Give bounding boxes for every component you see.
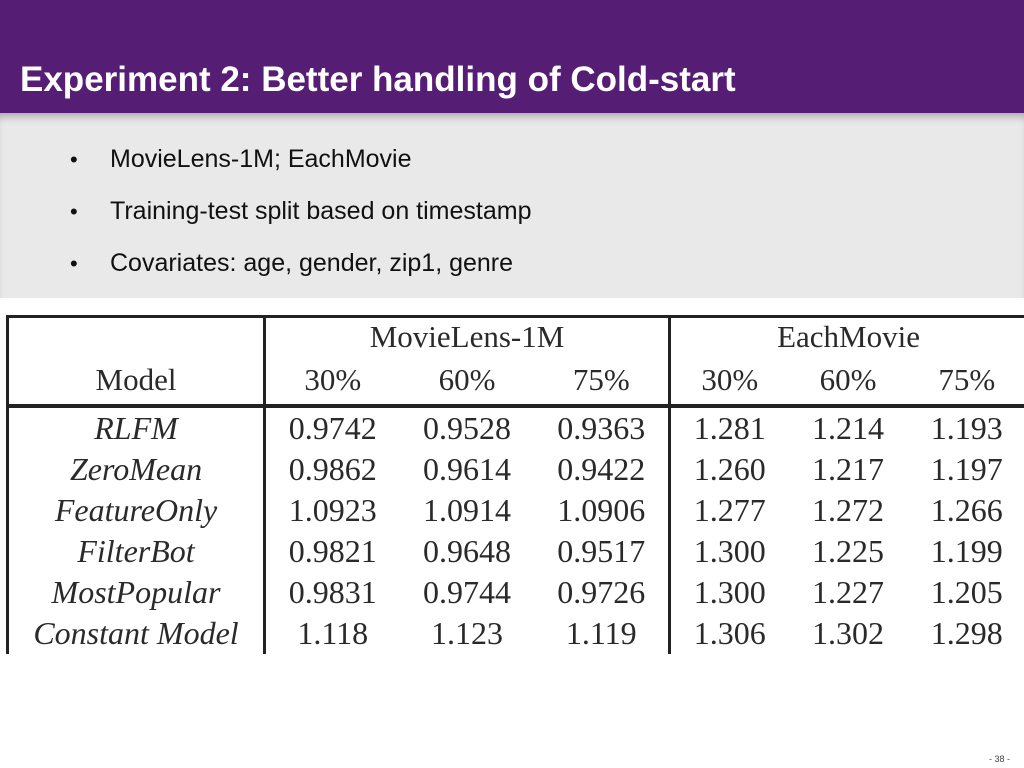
value-cell: 0.9744 bbox=[423, 574, 511, 610]
value-cell: 1.266 bbox=[907, 490, 1024, 531]
model-name-cell: ZeroMean bbox=[6, 449, 266, 490]
value-cell: 0.9726 bbox=[534, 572, 672, 613]
model-name-cell: FeatureOnly bbox=[6, 490, 266, 531]
value-cell: 1.300 bbox=[693, 533, 766, 569]
model-name-cell: FilterBot bbox=[6, 531, 266, 572]
table-row: ZeroMean 0.9862 0.9614 0.9422 1.260 1.21… bbox=[6, 449, 1024, 490]
table-row: FeatureOnly 1.0923 1.0914 1.0906 1.277 1… bbox=[6, 490, 1024, 531]
split-header: 75% bbox=[534, 356, 672, 408]
model-name-cell: Constant Model bbox=[6, 613, 266, 654]
split-header: 60% bbox=[788, 356, 908, 408]
split-header: 30% bbox=[264, 356, 400, 408]
group-header-movielens: MovieLens-1M bbox=[264, 315, 672, 356]
value-cell: 1.205 bbox=[907, 572, 1024, 613]
bullet-text: Training-test split based on timestamp bbox=[110, 197, 532, 225]
bullet-dot-icon: • bbox=[70, 199, 78, 224]
value-cell: 0.9742 bbox=[288, 410, 377, 446]
value-cell: 1.0906 bbox=[534, 490, 672, 531]
value-cell: 1.217 bbox=[812, 451, 885, 487]
slide-number: - 38 - bbox=[988, 754, 1010, 764]
group-header-eachmovie: EachMovie bbox=[669, 315, 1024, 356]
split-header: 75% bbox=[907, 356, 1024, 408]
value-cell: 1.281 bbox=[693, 410, 766, 446]
value-cell: 1.306 bbox=[693, 615, 766, 651]
table-row: RLFM 0.9742 0.9528 0.9363 1.281 1.214 1.… bbox=[6, 406, 1024, 449]
bullet-dot-icon: • bbox=[70, 251, 78, 276]
table-split-header-row: Model 30% 60% 75% 30% 60% 75% bbox=[6, 356, 1024, 408]
value-cell: 0.9648 bbox=[423, 533, 511, 569]
value-cell: 1.227 bbox=[812, 574, 885, 610]
model-column-header: Model bbox=[6, 356, 266, 408]
value-cell: 0.9862 bbox=[288, 451, 377, 487]
value-cell: 0.9528 bbox=[423, 410, 511, 446]
value-cell: 1.197 bbox=[907, 449, 1024, 490]
value-cell: 0.9821 bbox=[288, 533, 377, 569]
value-cell: 1.302 bbox=[812, 615, 885, 651]
split-header: 60% bbox=[399, 356, 535, 408]
value-cell: 1.118 bbox=[297, 615, 369, 651]
value-cell: 1.123 bbox=[431, 615, 503, 651]
table-corner-cell bbox=[6, 315, 266, 356]
value-cell: 1.225 bbox=[812, 533, 885, 569]
value-cell: 1.300 bbox=[693, 574, 766, 610]
value-cell: 0.9363 bbox=[534, 406, 672, 449]
value-cell: 1.260 bbox=[693, 451, 766, 487]
bullet-text: Covariates: age, gender, zip1, genre bbox=[110, 249, 514, 277]
bullet-text: MovieLens-1M; EachMovie bbox=[110, 145, 412, 173]
model-name-cell: RLFM bbox=[6, 406, 266, 449]
table-row: MostPopular 0.9831 0.9744 0.9726 1.300 1… bbox=[6, 572, 1024, 613]
slide-title: Experiment 2: Better handling of Cold-st… bbox=[20, 60, 736, 99]
value-cell: 1.199 bbox=[907, 531, 1024, 572]
value-cell: 1.193 bbox=[907, 406, 1024, 449]
value-cell: 0.9422 bbox=[534, 449, 672, 490]
value-cell: 1.298 bbox=[907, 613, 1024, 654]
value-cell: 0.9614 bbox=[423, 451, 511, 487]
value-cell: 1.277 bbox=[693, 492, 766, 528]
value-cell: 1.0914 bbox=[423, 492, 511, 528]
results-table: MovieLens-1M EachMovie Model 30% 60% 75%… bbox=[6, 315, 1024, 654]
table-row: FilterBot 0.9821 0.9648 0.9517 1.300 1.2… bbox=[6, 531, 1024, 572]
bullet-dot-icon: • bbox=[70, 147, 78, 172]
value-cell: 0.9831 bbox=[288, 574, 377, 610]
value-cell: 1.119 bbox=[534, 613, 672, 654]
table-row: Constant Model 1.118 1.123 1.119 1.306 1… bbox=[6, 613, 1024, 654]
title-bar bbox=[0, 0, 1024, 113]
split-header: 30% bbox=[669, 356, 789, 408]
value-cell: 1.0923 bbox=[288, 492, 377, 528]
value-cell: 1.272 bbox=[812, 492, 885, 528]
model-name-cell: MostPopular bbox=[6, 572, 266, 613]
value-cell: 1.214 bbox=[812, 410, 885, 446]
bullet-panel bbox=[0, 113, 1024, 298]
value-cell: 0.9517 bbox=[534, 531, 672, 572]
table-group-header-row: MovieLens-1M EachMovie bbox=[6, 315, 1024, 356]
